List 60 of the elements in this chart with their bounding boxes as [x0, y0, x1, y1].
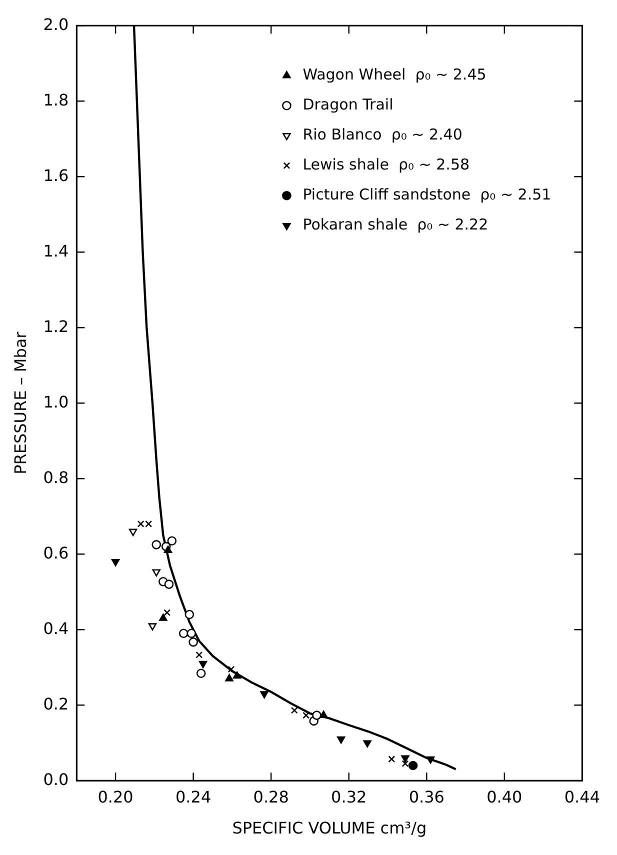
point [196, 668, 206, 678]
point [145, 520, 152, 528]
legend-label: Picture Cliff sandstone ρ₀ ~ 2.51 [302, 185, 552, 204]
y-tick-label: 1.4 [43, 241, 69, 260]
legend-label: Wagon Wheel ρ₀ ~ 2.45 [302, 65, 486, 84]
point [178, 628, 188, 638]
y-tick-label: 1.0 [43, 392, 69, 412]
x-axis-title: SPECIFIC VOLUME cm³/g [232, 818, 427, 838]
y-tick-label: 0.4 [43, 618, 69, 638]
point [426, 756, 435, 764]
point [164, 546, 172, 553]
point [232, 671, 242, 679]
point [186, 628, 196, 638]
y-tick-label: 1.2 [43, 316, 69, 336]
y-tick-label: 1.8 [43, 90, 69, 110]
point [111, 559, 120, 566]
point [198, 660, 208, 668]
point [290, 706, 298, 714]
y-tick-label: 0.0 [43, 770, 69, 789]
x-tick-label: 0.44 [564, 787, 600, 806]
point [148, 623, 157, 630]
point [152, 569, 160, 576]
point [401, 755, 410, 763]
point [363, 740, 372, 748]
x-tick-label: 0.36 [408, 787, 444, 806]
point [408, 760, 418, 770]
x-tick-label: 0.40 [486, 787, 522, 806]
point [159, 614, 168, 621]
y-tick-label: 0.6 [43, 543, 69, 562]
point [164, 609, 171, 616]
legend-label: Lewis shale ρ₀ ~ 2.58 [302, 155, 470, 174]
point [188, 637, 198, 647]
point [260, 691, 268, 698]
y-tick-label: 0.8 [43, 468, 69, 487]
y-axis-title: PRESSURE – Mbar [10, 331, 30, 474]
legend-label: Rio Blanco ρ₀ ~ 2.40 [302, 125, 462, 144]
point [336, 736, 346, 744]
point [167, 536, 177, 546]
point [402, 760, 409, 768]
point [225, 674, 234, 682]
x-tick-label: 0.32 [331, 787, 367, 806]
point [388, 756, 396, 763]
point [302, 712, 310, 719]
point [152, 540, 162, 550]
point [228, 666, 235, 673]
x-tick-label: 0.20 [98, 787, 134, 806]
y-tick-label: 0.2 [43, 694, 69, 714]
y-tick-label: 1.6 [43, 166, 69, 185]
point [184, 610, 194, 620]
legend-label: Dragon Trail [302, 95, 394, 114]
x-tick-label: 0.28 [253, 787, 289, 806]
point [128, 528, 138, 536]
legend-label: Pokaran shale ρ₀ ~ 2.22 [302, 215, 488, 234]
point [196, 651, 203, 658]
point [312, 710, 322, 720]
point [137, 520, 144, 528]
point [319, 710, 328, 718]
x-tick-label: 0.24 [175, 787, 212, 806]
point [164, 580, 174, 589]
y-tick-label: 2.0 [43, 14, 69, 34]
